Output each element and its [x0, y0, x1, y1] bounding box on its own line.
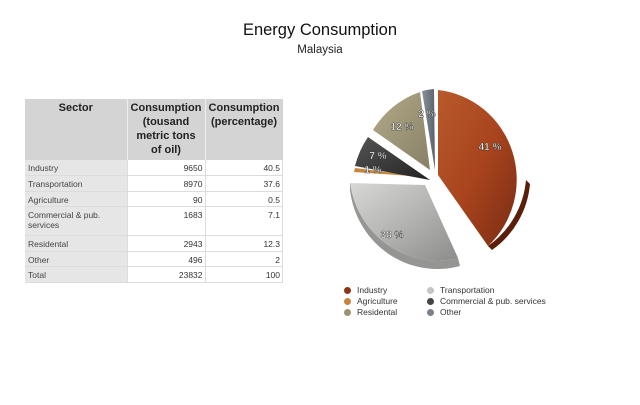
cell-sector: Commercial & pub. services — [25, 206, 128, 236]
data-table: Sector Consumption (tousand metric tons … — [25, 99, 283, 283]
legend-item-transportation: Transportation — [427, 285, 567, 295]
label-industry: 41 % — [479, 142, 502, 153]
table-row: Other 496 2 — [25, 251, 283, 267]
legend-swatch-icon — [344, 297, 351, 305]
label-commercial: 7 % — [369, 151, 386, 162]
cell-pct: 100 — [205, 266, 283, 283]
label-residential: 12 % — [391, 122, 414, 133]
cell-pct: 0.5 — [205, 191, 283, 207]
cell-sector: Other — [25, 251, 128, 267]
table-header-row: Sector Consumption (tousand metric tons … — [25, 99, 283, 160]
cell-pct: 2 — [205, 251, 283, 267]
cell-tons: 1683 — [127, 206, 206, 236]
legend-swatch-icon — [427, 297, 434, 305]
header-consumption-percentage: Consumption (percentage) — [205, 99, 283, 160]
legend-item-agriculture: Agriculture — [344, 296, 427, 306]
cell-tons: 2943 — [127, 235, 206, 252]
slice-commercial — [355, 137, 430, 180]
slice-other — [422, 89, 435, 170]
chart-legend: Industry Transportation Agriculture Comm… — [344, 285, 567, 317]
cell-tons: 496 — [127, 251, 206, 267]
slice-transportation-side — [350, 183, 460, 270]
table-row: Residental 2943 12.3 — [25, 235, 283, 252]
cell-sector: Total — [25, 266, 128, 283]
cell-sector: Residental — [25, 235, 128, 252]
legend-item-industry: Industry — [344, 285, 427, 295]
legend-item-other: Other — [427, 307, 567, 317]
label-agriculture: 1 % — [364, 165, 381, 176]
cell-pct: 40.5 — [205, 160, 283, 176]
cell-pct: 12.3 — [205, 235, 283, 252]
table-row: Agriculture 90 0.5 — [25, 191, 283, 207]
legend-swatch-icon — [344, 286, 351, 294]
label-other: 2 % — [418, 109, 435, 120]
cell-tons: 9650 — [127, 160, 206, 176]
cell-tons: 90 — [127, 191, 206, 207]
legend-swatch-icon — [344, 308, 351, 316]
pie-chart: 41 % 38 % 1 % 7 % 12 % 2 % — [350, 89, 530, 270]
cell-sector: Agriculture — [25, 191, 128, 207]
slice-transportation — [350, 183, 458, 261]
label-transportation: 38 % — [381, 230, 404, 241]
legend-swatch-icon — [427, 286, 434, 294]
legend-item-residential: Residental — [344, 307, 427, 317]
chart-title: Energy Consumption — [242, 21, 398, 39]
cell-tons: 23832 — [127, 266, 206, 283]
cell-pct: 37.6 — [205, 175, 283, 192]
slice-industry — [438, 90, 517, 246]
cell-sector: Transportation — [25, 175, 128, 192]
slice-industry-side — [488, 180, 530, 250]
table-row: Transportation 8970 37.6 — [25, 175, 283, 192]
table-row: Industry 9650 40.5 — [25, 160, 283, 176]
chart-subtitle: Malaysia — [297, 44, 343, 56]
table-row: Commercial & pub. services 1683 7.1 — [25, 206, 283, 236]
slice-residential — [373, 92, 430, 170]
legend-swatch-icon — [427, 308, 434, 316]
cell-pct: 7.1 — [205, 206, 283, 236]
cell-tons: 8970 — [127, 175, 206, 192]
cell-sector: Industry — [25, 160, 128, 176]
table-row-total: Total 23832 100 — [25, 266, 283, 283]
header-sector: Sector — [25, 99, 128, 160]
legend-item-commercial: Commercial & pub. services — [427, 296, 567, 306]
header-consumption-tons: Consumption (tousand metric tons of oil) — [127, 99, 206, 160]
